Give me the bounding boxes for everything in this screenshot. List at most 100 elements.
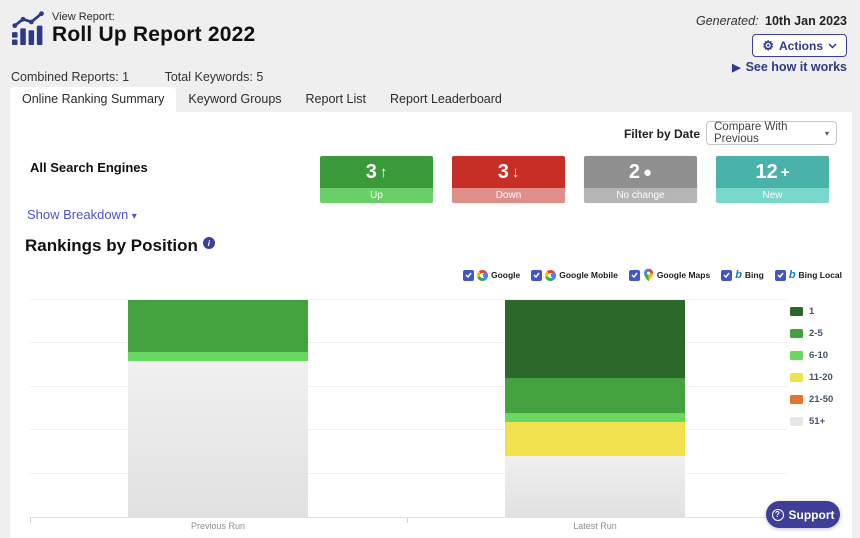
legend-item-21-50[interactable]: 21-50	[790, 388, 833, 410]
down-count: 3	[497, 160, 509, 183]
actions-button[interactable]: ⚙ Actions	[752, 34, 847, 57]
google-maps-icon	[643, 268, 653, 282]
checkbox-checked-icon	[462, 269, 474, 281]
engine-toggle-google-mobile[interactable]: Google Mobile	[531, 269, 618, 281]
summary-card-new: 12 + New	[716, 156, 829, 203]
gridline	[30, 385, 787, 387]
bar-segment-51+[interactable]	[505, 456, 685, 517]
tab-online-ranking-summary[interactable]: Online Ranking Summary	[10, 87, 177, 112]
legend-label: 51+	[809, 415, 826, 427]
generated-label: Generated:	[695, 14, 759, 28]
google-icon	[476, 269, 488, 281]
search-engine-filters: Google Google Mobile Google Maps	[462, 268, 842, 282]
support-button[interactable]: ? Support	[766, 501, 840, 528]
bing-icon: b	[788, 268, 796, 281]
axis-tick	[407, 518, 408, 523]
checkbox-checked-icon	[531, 269, 543, 281]
legend-item-51+[interactable]: 51+	[790, 410, 833, 432]
summary-card-up: 3 ↑ Up	[320, 156, 433, 203]
legend-label: 21-50	[809, 393, 834, 405]
engine-label: Bing Local	[798, 270, 842, 280]
x-axis-label: Previous Run	[190, 521, 246, 531]
plus-icon: +	[780, 163, 790, 181]
card-new-value: 12 +	[716, 156, 829, 188]
legend-item-2-5[interactable]: 2-5	[790, 322, 833, 344]
bar-previous-run[interactable]	[128, 300, 308, 517]
engine-toggle-google-maps[interactable]: Google Maps	[628, 268, 710, 282]
support-label: Support	[788, 507, 835, 522]
bar-segment-2-5[interactable]	[128, 300, 308, 353]
x-axis	[30, 517, 787, 518]
bar-segment-6-10[interactable]	[128, 352, 308, 361]
bar-segment-11-20[interactable]	[505, 421, 685, 457]
actions-label: Actions	[778, 38, 823, 53]
bar-segment-1[interactable]	[505, 300, 685, 379]
info-icon[interactable]: i	[202, 237, 215, 249]
up-arrow-icon: ↑	[379, 163, 388, 181]
chart-legend: 1 2-5 6-10 11-20 21-50 51+	[790, 300, 833, 432]
show-breakdown-label: Show Breakdown	[27, 207, 129, 222]
tab-keyword-groups[interactable]: Keyword Groups	[188, 92, 282, 106]
generated-date: Generated: 10th Jan 2023	[696, 14, 847, 28]
report-title: Roll Up Report 2022	[52, 23, 256, 46]
legend-item-1[interactable]: 1	[790, 300, 833, 322]
bar-latest-run[interactable]	[505, 300, 685, 517]
no-change-count: 2	[628, 160, 641, 183]
chevron-down-icon	[828, 42, 837, 49]
engine-toggle-bing[interactable]: b Bing	[721, 268, 764, 281]
date-filter-value: Compare With Previous	[714, 121, 788, 145]
card-new-label: New	[716, 188, 829, 203]
report-stats: Combined Reports: 1 Total Keywords: 5	[11, 70, 263, 84]
show-breakdown-link[interactable]: Show Breakdown ▾	[27, 207, 137, 222]
summary-card-no-change: 2 ● No change	[584, 156, 697, 203]
gridline	[30, 429, 787, 431]
tab-bar: Online Ranking Summary Keyword Groups Re…	[10, 87, 514, 112]
caret-down-icon: ▾	[824, 128, 829, 138]
legend-label: 11-20	[809, 371, 833, 383]
legend-swatch	[790, 306, 803, 316]
caret-down-icon: ▾	[131, 211, 137, 222]
engine-toggle-bing-local[interactable]: b Bing Local	[774, 268, 842, 281]
down-arrow-icon: ↓	[511, 163, 520, 181]
legend-label: 1	[809, 305, 815, 317]
question-mark-icon: ?	[771, 508, 784, 521]
up-count: 3	[365, 160, 377, 183]
date-filter-select[interactable]: Compare With Previous ▾	[706, 121, 837, 145]
card-down-label: Down	[452, 188, 565, 203]
legend-swatch	[790, 394, 803, 404]
total-keywords: Total Keywords: 5	[164, 70, 264, 84]
engine-toggle-google[interactable]: Google	[462, 269, 520, 281]
card-no-change-label: No change	[584, 188, 697, 203]
axis-tick	[30, 518, 31, 523]
engine-label: Google Mobile	[559, 270, 618, 280]
card-no-change-value: 2 ●	[584, 156, 697, 188]
x-axis-label: Latest Run	[573, 521, 617, 531]
tab-report-leaderboard[interactable]: Report Leaderboard	[389, 92, 502, 106]
bing-icon: b	[735, 268, 742, 281]
bar-segment-2-5[interactable]	[505, 378, 685, 413]
legend-item-11-20[interactable]: 11-20	[790, 366, 833, 388]
tab-report-list[interactable]: Report List	[305, 92, 366, 106]
card-down-value: 3 ↓	[452, 156, 565, 188]
summary-card-down: 3 ↓ Down	[452, 156, 565, 203]
checkbox-checked-icon	[721, 269, 733, 281]
engine-label: Bing	[744, 270, 764, 280]
new-count: 12	[755, 160, 778, 183]
see-how-it-works-link[interactable]: ▶ See how it works	[732, 60, 847, 74]
card-up-value: 3 ↑	[320, 156, 433, 188]
legend-item-6-10[interactable]: 6-10	[790, 344, 833, 366]
bar-segment-6-10[interactable]	[505, 412, 685, 422]
stacked-bar-chart	[30, 299, 787, 517]
combined-reports: Combined Reports: 1	[11, 70, 130, 84]
legend-label: 6-10	[809, 349, 829, 361]
checkbox-checked-icon	[774, 269, 786, 281]
content-panel: Filter by Date Compare With Previous ▾ A…	[10, 112, 852, 538]
checkbox-checked-icon	[628, 269, 640, 281]
generated-value: 10th Jan 2023	[765, 14, 847, 28]
dot-icon: ●	[643, 163, 653, 181]
legend-swatch	[790, 416, 803, 426]
chart-title: Rankings by Position	[25, 236, 198, 255]
google-icon	[545, 269, 557, 281]
bar-segment-51+[interactable]	[128, 360, 308, 517]
